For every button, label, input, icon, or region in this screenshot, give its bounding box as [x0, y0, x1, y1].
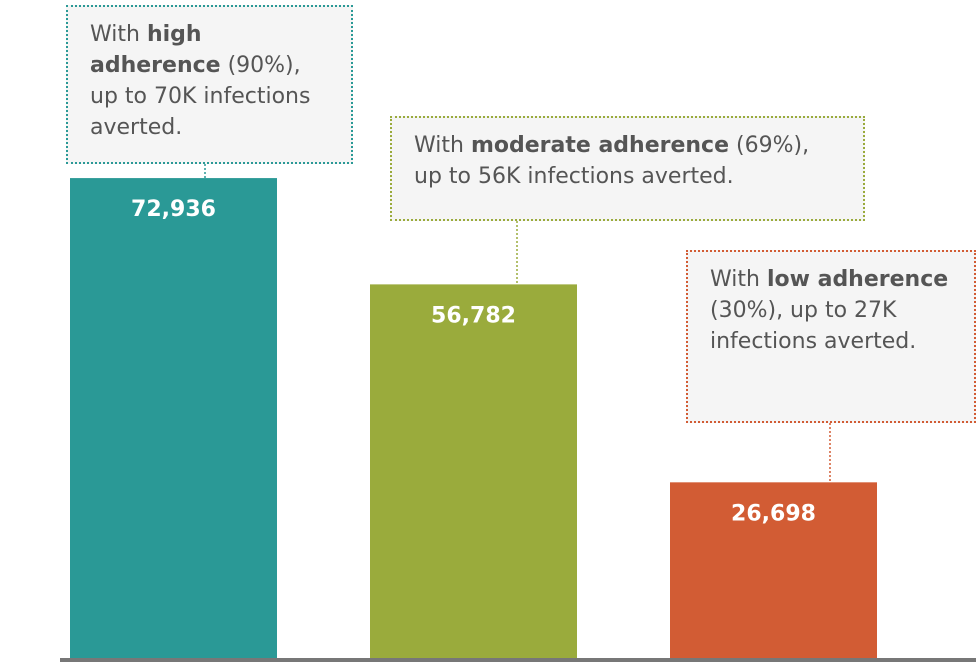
annotation-before: With [414, 133, 471, 158]
annotation-after: (90%), up to 70K infections averted. [90, 53, 311, 140]
value-label: 56,782 [431, 303, 516, 328]
annotation-after: (30%), up to 27K infections averted. [710, 298, 917, 354]
value-label: 72,936 [131, 197, 216, 222]
annotation-after: (69%), up to 56K infections averted. [414, 133, 810, 189]
annotation-bold: moderate adherence [470, 133, 730, 158]
annotation: With low adherence (30%), up to 27K infe… [686, 250, 976, 423]
annotation-before: With [90, 22, 147, 47]
bar [670, 482, 877, 658]
annotation-bold: high adherence [90, 22, 221, 78]
baseline [60, 658, 976, 662]
annotation-before: With [710, 267, 767, 292]
annotation: With high adherence (90%), up to 70K inf… [66, 5, 353, 164]
annotation: With moderate adherence (69%), up to 56K… [390, 116, 865, 221]
bar [70, 178, 277, 658]
bar [370, 284, 577, 658]
value-label: 26,698 [731, 501, 816, 526]
annotation-bold: low adherence [766, 267, 949, 292]
